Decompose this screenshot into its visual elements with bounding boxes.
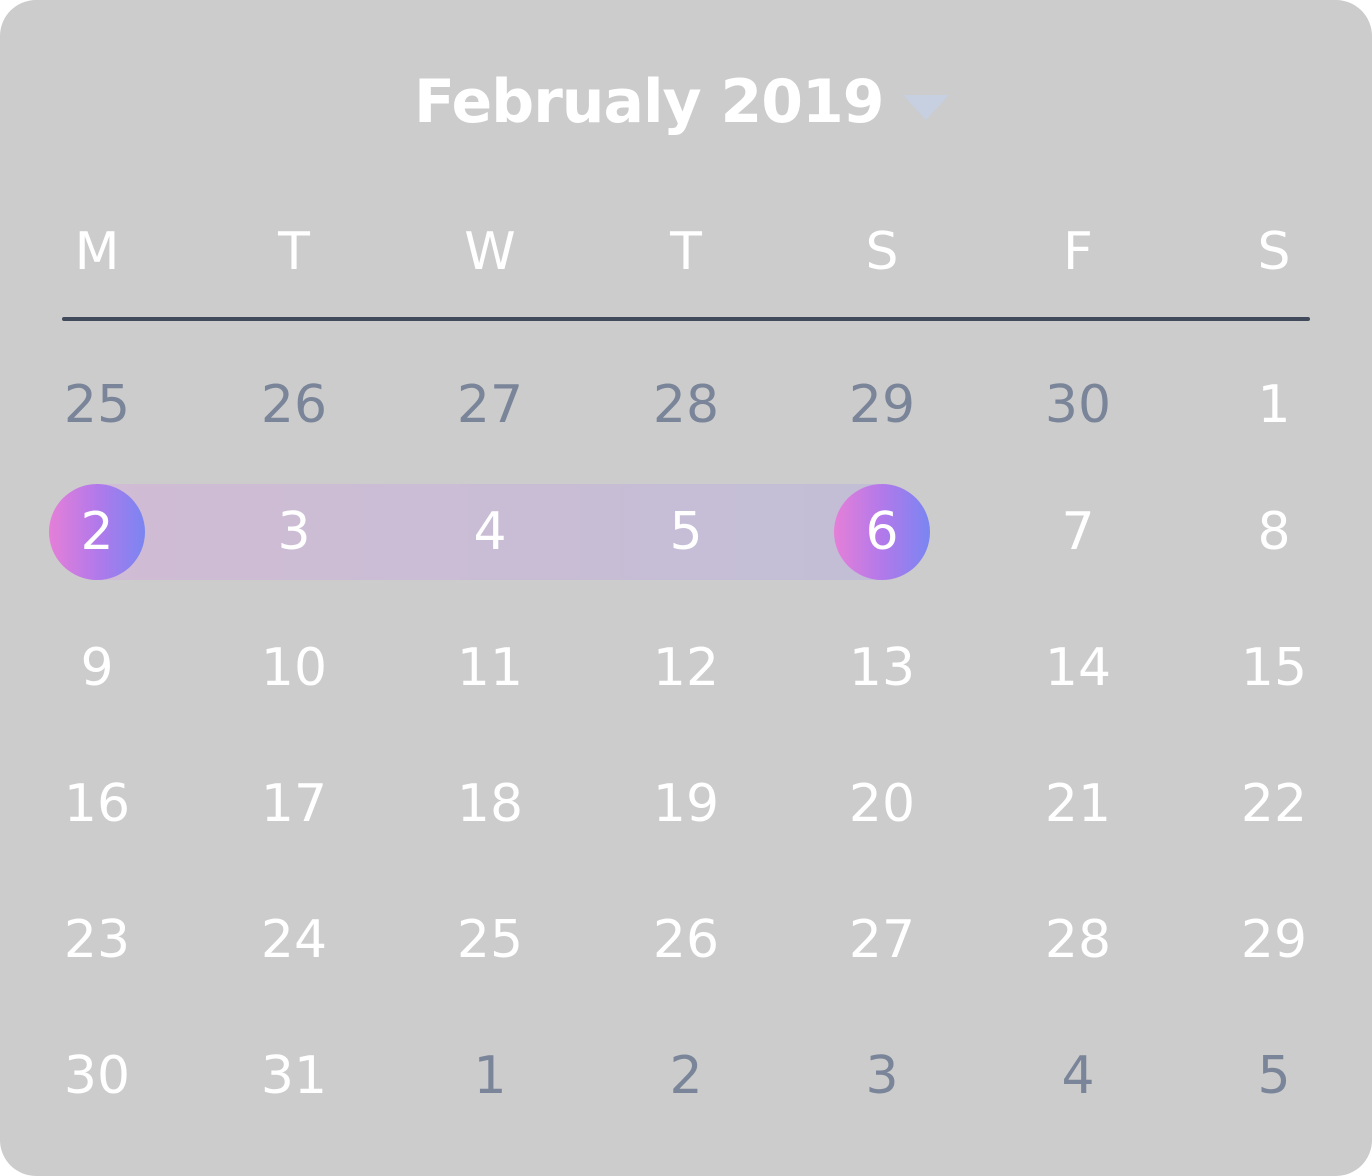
day-number: 17	[260, 774, 328, 834]
day-number: 16	[63, 774, 131, 834]
day-number: 4	[473, 502, 507, 562]
day-cell[interactable]: 7	[1018, 484, 1138, 580]
day-cell[interactable]: 1	[1214, 357, 1334, 453]
day-cell-outside-month[interactable]: 28	[626, 357, 746, 453]
day-number: 1	[1257, 375, 1291, 435]
weekday-label: T	[670, 222, 702, 282]
day-cell[interactable]: 19	[626, 756, 746, 852]
day-number: 30	[63, 1046, 131, 1106]
weekday-label: W	[464, 222, 516, 282]
day-number: 15	[1240, 638, 1308, 698]
day-cell[interactable]: 10	[234, 620, 354, 716]
day-cell-in-range[interactable]: 3	[234, 484, 354, 580]
day-number: 24	[260, 910, 328, 970]
weekday-label: S	[865, 222, 899, 282]
day-number: 23	[63, 910, 131, 970]
day-cell-outside-month[interactable]: 5	[1214, 1028, 1334, 1124]
day-number: 30	[1044, 375, 1112, 435]
day-number: 14	[1044, 638, 1112, 698]
day-cell-range-end[interactable]: 6	[822, 484, 942, 580]
chevron-down-icon[interactable]	[903, 95, 949, 120]
day-number: 1	[473, 1046, 507, 1106]
day-number: 4	[1061, 1046, 1095, 1106]
day-number: 25	[456, 910, 524, 970]
day-cell[interactable]: 9	[37, 620, 157, 716]
day-number: 5	[1257, 1046, 1291, 1106]
day-cell[interactable]: 11	[430, 620, 550, 716]
day-number: 29	[1240, 910, 1308, 970]
day-number: 27	[456, 375, 524, 435]
day-cell[interactable]: 29	[1214, 892, 1334, 988]
day-number: 3	[865, 1046, 899, 1106]
day-number: 20	[848, 774, 916, 834]
day-number: 18	[456, 774, 524, 834]
day-number: 22	[1240, 774, 1308, 834]
day-cell-outside-month[interactable]: 3	[822, 1028, 942, 1124]
day-cell[interactable]: 30	[37, 1028, 157, 1124]
day-number: 26	[260, 375, 328, 435]
day-cell-outside-month[interactable]: 25	[37, 357, 157, 453]
day-cell-outside-month[interactable]: 29	[822, 357, 942, 453]
day-cell-outside-month[interactable]: 26	[234, 357, 354, 453]
day-cell[interactable]: 27	[822, 892, 942, 988]
day-cell[interactable]: 28	[1018, 892, 1138, 988]
day-cell-outside-month[interactable]: 2	[626, 1028, 746, 1124]
day-cell-range-start[interactable]: 2	[37, 484, 157, 580]
day-cell[interactable]: 8	[1214, 484, 1334, 580]
day-number: 26	[652, 910, 720, 970]
day-number: 7	[1061, 502, 1095, 562]
day-number: 28	[1044, 910, 1112, 970]
day-cell[interactable]: 15	[1214, 620, 1334, 716]
day-number: 5	[669, 502, 703, 562]
day-number: 29	[848, 375, 916, 435]
day-number: 2	[669, 1046, 703, 1106]
day-cell[interactable]: 22	[1214, 756, 1334, 852]
day-cell-outside-month[interactable]: 1	[430, 1028, 550, 1124]
day-cell[interactable]: 13	[822, 620, 942, 716]
day-number: 2	[80, 502, 114, 562]
weekday-label: F	[1063, 222, 1093, 282]
day-number: 13	[848, 638, 916, 698]
selected-range-band	[96, 484, 880, 580]
day-number: 12	[652, 638, 720, 698]
day-number: 19	[652, 774, 720, 834]
calendar-header: Februaly 2019	[0, 62, 1372, 142]
day-cell[interactable]: 23	[37, 892, 157, 988]
day-number: 10	[260, 638, 328, 698]
day-cell-outside-month[interactable]: 27	[430, 357, 550, 453]
day-cell-outside-month[interactable]: 4	[1018, 1028, 1138, 1124]
day-cell[interactable]: 31	[234, 1028, 354, 1124]
day-number: 28	[652, 375, 720, 435]
day-number: 31	[260, 1046, 328, 1106]
weekday-label: S	[1257, 222, 1291, 282]
day-number: 6	[865, 502, 899, 562]
day-cell[interactable]: 24	[234, 892, 354, 988]
day-number: 8	[1257, 502, 1291, 562]
day-cell[interactable]: 26	[626, 892, 746, 988]
day-number: 11	[456, 638, 524, 698]
day-cell[interactable]: 12	[626, 620, 746, 716]
month-year-title[interactable]: Februaly 2019	[414, 67, 885, 137]
day-cell[interactable]: 16	[37, 756, 157, 852]
day-cell[interactable]: 17	[234, 756, 354, 852]
weekday-label: T	[278, 222, 310, 282]
day-number: 21	[1044, 774, 1112, 834]
day-cell[interactable]: 21	[1018, 756, 1138, 852]
day-cell[interactable]: 20	[822, 756, 942, 852]
day-cell-in-range[interactable]: 5	[626, 484, 746, 580]
day-number: 3	[277, 502, 311, 562]
day-cell[interactable]: 14	[1018, 620, 1138, 716]
day-number: 25	[63, 375, 131, 435]
weekday-label: M	[74, 222, 120, 282]
day-cell[interactable]: 18	[430, 756, 550, 852]
day-cell[interactable]: 25	[430, 892, 550, 988]
day-cell-outside-month[interactable]: 30	[1018, 357, 1138, 453]
divider	[62, 317, 1310, 321]
day-cell-in-range[interactable]: 4	[430, 484, 550, 580]
day-number: 27	[848, 910, 916, 970]
day-number: 9	[80, 638, 114, 698]
